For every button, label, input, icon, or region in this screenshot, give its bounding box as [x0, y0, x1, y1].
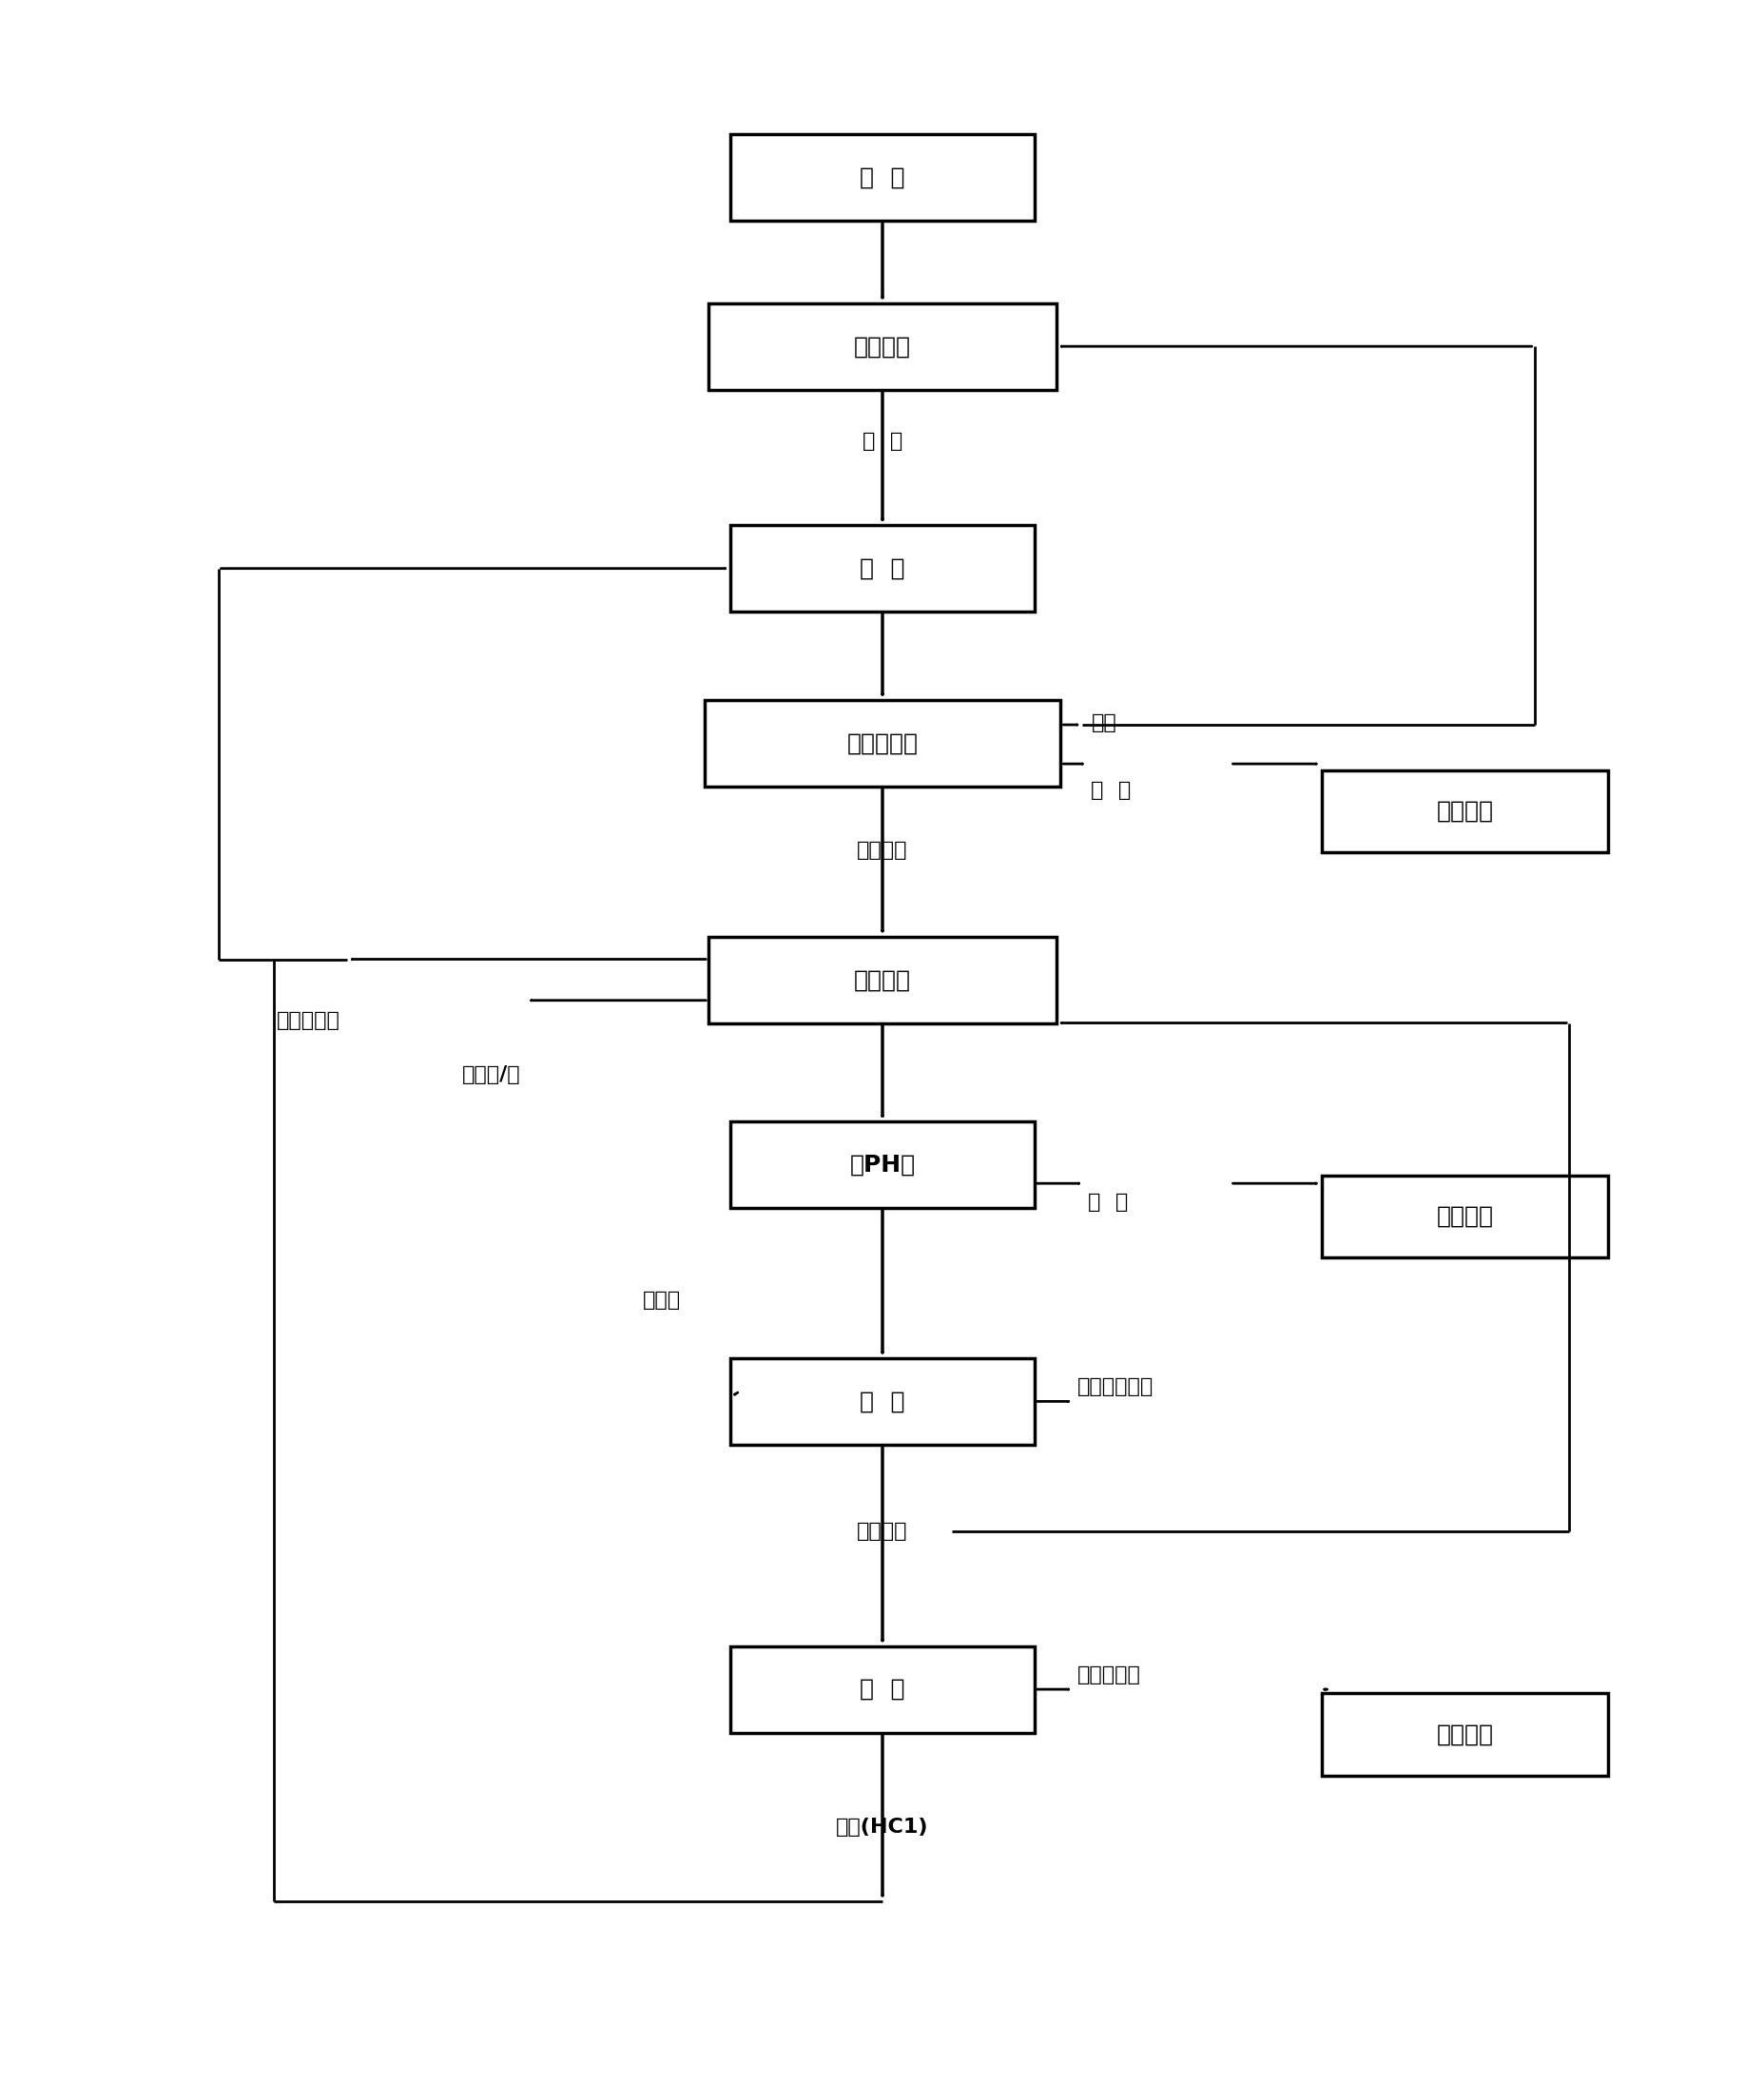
Text: 氯化氢气体: 氯化氢气体: [277, 1012, 340, 1031]
Text: 调PH值: 调PH值: [848, 1154, 916, 1177]
Text: 焙  烧: 焙 烧: [859, 1679, 905, 1700]
Text: 沉  镍: 沉 镍: [859, 1389, 905, 1412]
FancyBboxPatch shape: [1321, 1175, 1607, 1258]
FancyBboxPatch shape: [707, 304, 1057, 390]
FancyBboxPatch shape: [730, 1123, 1034, 1208]
FancyBboxPatch shape: [730, 525, 1034, 612]
FancyBboxPatch shape: [730, 1646, 1034, 1733]
FancyBboxPatch shape: [730, 1358, 1034, 1446]
Text: 浸  出: 浸 出: [859, 556, 905, 579]
Text: 冷却破碎: 冷却破碎: [1436, 1723, 1492, 1746]
Text: 金属氧化物: 金属氧化物: [1076, 1666, 1140, 1685]
Text: 洗水: 洗水: [1090, 712, 1117, 733]
Text: 铁  渣: 铁 渣: [1087, 1191, 1127, 1212]
Text: 氯化铁/镁: 氯化铁/镁: [462, 1064, 520, 1083]
Text: 富镍钴硫化物: 富镍钴硫化物: [1076, 1377, 1154, 1396]
FancyBboxPatch shape: [704, 700, 1060, 787]
FancyBboxPatch shape: [1321, 771, 1607, 852]
Text: 尾  矿: 尾 矿: [1090, 781, 1131, 800]
FancyBboxPatch shape: [707, 937, 1057, 1023]
Text: 硫化物: 硫化物: [642, 1291, 681, 1310]
Text: 入尾矿库: 入尾矿库: [1436, 800, 1492, 823]
Text: 过滤母液: 过滤母液: [857, 842, 907, 860]
FancyBboxPatch shape: [730, 135, 1034, 221]
Text: 沉镍母液: 沉镍母液: [857, 1521, 907, 1541]
Text: 过滤／洗涤: 过滤／洗涤: [847, 731, 917, 754]
Text: 炉气(HC1): 炉气(HC1): [836, 1818, 928, 1837]
Text: 浓缩结晶: 浓缩结晶: [854, 969, 910, 992]
Text: 矿浆制备: 矿浆制备: [854, 335, 910, 358]
Text: 铁渣处理: 铁渣处理: [1436, 1204, 1492, 1227]
Text: 采  矿: 采 矿: [859, 167, 905, 190]
Text: 矿  浆: 矿 浆: [863, 431, 901, 450]
FancyBboxPatch shape: [1321, 1693, 1607, 1775]
